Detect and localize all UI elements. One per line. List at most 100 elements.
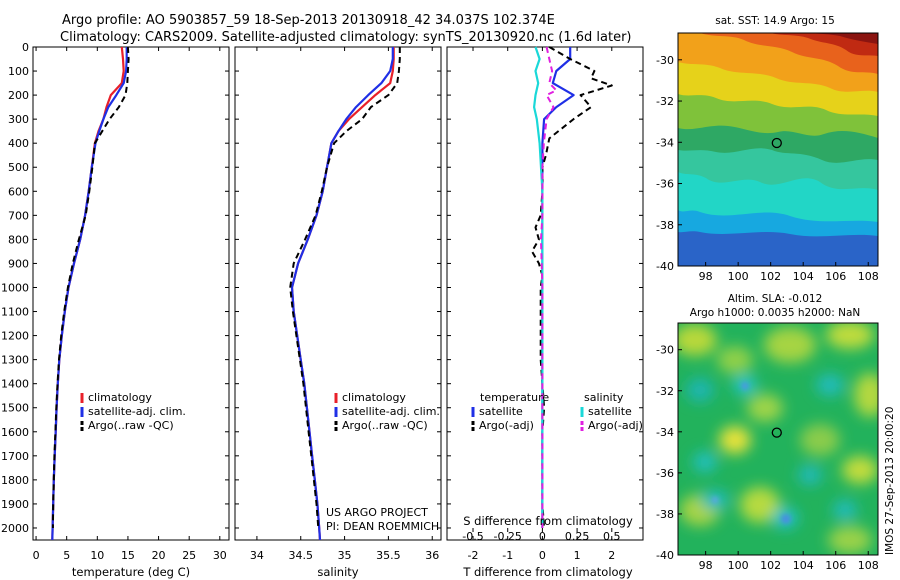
map-y-tick-label: -40 xyxy=(656,549,674,562)
sst-map-title: sat. SST: 14.9 Argo: 15 xyxy=(715,15,835,27)
series-line-3 xyxy=(540,46,558,528)
s-diff-tick-label: 0 xyxy=(539,530,546,543)
map-y-tick-label: -36 xyxy=(656,467,674,480)
y-tick-label: 1700 xyxy=(1,450,29,463)
x-tick-label: 0 xyxy=(539,549,546,562)
x-tick-label: 25 xyxy=(182,549,196,562)
map-x-tick-label: 108 xyxy=(858,270,879,283)
salinity-axes: 34 34.5 35 35.5 36 xyxy=(235,46,441,562)
map-x-tick-label: 98 xyxy=(699,559,713,572)
project-annotation: US ARGO PROJECT xyxy=(326,506,428,519)
legend-label: Argo(..raw -QC) xyxy=(342,419,428,432)
x-tick-label: 35 xyxy=(338,549,352,562)
y-tick-label: 900 xyxy=(8,257,29,270)
map-x-tick-label: 100 xyxy=(728,559,749,572)
map-y-tick-label: -38 xyxy=(656,219,674,232)
sst-map-panel: sat. SST: 14.9 Argo: 15 98 100 102 104 106 10… xyxy=(656,15,879,283)
x-tick-label: -1 xyxy=(502,549,513,562)
y-tick-label: 1900 xyxy=(1,498,29,511)
y-tick-label: 500 xyxy=(8,161,29,174)
map-y-tick-label: -34 xyxy=(656,136,674,149)
legend-label: satellite xyxy=(479,405,523,418)
temperature-axes: 0100200300400500600700800900100011001200… xyxy=(1,41,229,562)
x-tick-label: 0 xyxy=(33,549,40,562)
salinity-x-label: salinity xyxy=(317,565,358,579)
differences-plot-frame xyxy=(446,46,644,541)
differences-panel: -2 -1 0 1 2-0.5 -0.25 0 0.25 0.5 temperaturesate… xyxy=(446,46,644,579)
legend-group-title: temperature xyxy=(480,391,549,404)
sla-map-axes: 98 100 102 104 106 108 -30 -32 -34 -36 -38 -40 xyxy=(656,344,879,572)
series-line-0 xyxy=(290,47,395,541)
sst-map-frame xyxy=(677,32,879,267)
map-y-tick-label: -32 xyxy=(656,95,674,108)
sla-field xyxy=(678,323,878,555)
legend-label: satellite xyxy=(588,405,632,418)
map-y-tick-label: -40 xyxy=(656,260,674,273)
x-tick-label: 35.5 xyxy=(376,549,401,562)
legend-label: Argo(-adj) xyxy=(479,419,534,432)
argo-location-marker xyxy=(771,137,782,149)
legend-label: Argo(-adj) xyxy=(588,419,643,432)
sla-map-panel: Altim. SLA: -0.012 Argo h1000: 0.0035 h2… xyxy=(656,293,879,572)
map-y-tick-label: -34 xyxy=(656,426,674,439)
map-y-tick-label: -36 xyxy=(656,178,674,191)
series-line-2 xyxy=(51,46,130,529)
imos-timestamp: IMOS 27-Sep-2013 20:00:20 xyxy=(884,407,896,555)
map-x-tick-label: 104 xyxy=(793,559,814,572)
y-tick-label: 1500 xyxy=(1,402,29,415)
y-tick-label: 1600 xyxy=(1,426,29,439)
legend-label: Argo(..raw -QC) xyxy=(88,419,174,432)
y-tick-label: 2000 xyxy=(1,522,29,535)
x-tick-label: 1 xyxy=(574,549,581,562)
map-y-tick-label: -32 xyxy=(656,385,674,398)
x-tick-label: 34.5 xyxy=(288,549,313,562)
s-diff-tick-label: 0.5 xyxy=(603,530,621,543)
temperature-x-label: temperature (deg C) xyxy=(72,565,190,579)
series-line-1 xyxy=(290,47,394,541)
series-line-2 xyxy=(532,46,544,528)
sla-map-title-line1: Altim. SLA: -0.012 xyxy=(728,293,823,305)
series-line-2 xyxy=(289,47,401,529)
salinity-panel: 34 34.5 35 35.5 36 climatologysatellite-adj.… xyxy=(234,46,442,579)
y-tick-label: 200 xyxy=(8,89,29,102)
temperature-panel: 0100200300400500600700800900100011001200… xyxy=(1,41,230,579)
x-tick-label: 20 xyxy=(152,549,166,562)
y-tick-label: 1400 xyxy=(1,378,29,391)
y-tick-label: 600 xyxy=(8,185,29,198)
y-tick-label: 400 xyxy=(8,137,29,150)
figure-title-line2: Climatology: CARS2009. Satellite-adjuste… xyxy=(60,30,632,45)
x-tick-label: 36 xyxy=(425,549,439,562)
sst-map-axes: 98 100 102 104 106 108 -30 -32 -34 -36 -38 -40 xyxy=(656,54,879,283)
x-tick-label: 34 xyxy=(250,549,264,562)
sla-map-frame xyxy=(677,322,879,556)
s-diff-tick-label: 0.25 xyxy=(565,530,590,543)
x-tick-label: 15 xyxy=(121,549,135,562)
map-x-tick-label: 106 xyxy=(825,270,846,283)
map-y-tick-label: -30 xyxy=(656,344,674,357)
salinity-plot-frame xyxy=(234,46,442,541)
map-x-tick-label: 100 xyxy=(728,270,749,283)
sla-map-title-line2: Argo h1000: 0.0035 h2000: NaN xyxy=(690,307,860,319)
y-tick-label: 1200 xyxy=(1,330,29,343)
y-tick-label: 300 xyxy=(8,113,29,126)
y-tick-label: 100 xyxy=(8,65,29,78)
map-x-tick-label: 108 xyxy=(858,559,879,572)
map-x-tick-label: 102 xyxy=(760,559,781,572)
map-y-tick-label: -38 xyxy=(656,508,674,521)
argo-location-marker xyxy=(771,427,782,438)
s-diff-tick-label: -0.25 xyxy=(493,530,521,543)
map-x-tick-label: 102 xyxy=(760,270,781,283)
differences-axes: -2 -1 0 1 2 -0.5 -0.25 0 0.25 0.5 xyxy=(447,46,643,562)
legend-label: climatology xyxy=(342,391,406,404)
series-line-1 xyxy=(51,47,128,541)
y-tick-label: 0 xyxy=(22,41,29,54)
map-x-tick-label: 98 xyxy=(699,270,713,283)
differences-series xyxy=(531,46,613,529)
series-line-0 xyxy=(51,46,125,541)
s-diff-tick-label: -0.5 xyxy=(462,530,483,543)
map-x-tick-label: 104 xyxy=(793,270,814,283)
x-tick-label: 30 xyxy=(213,549,227,562)
